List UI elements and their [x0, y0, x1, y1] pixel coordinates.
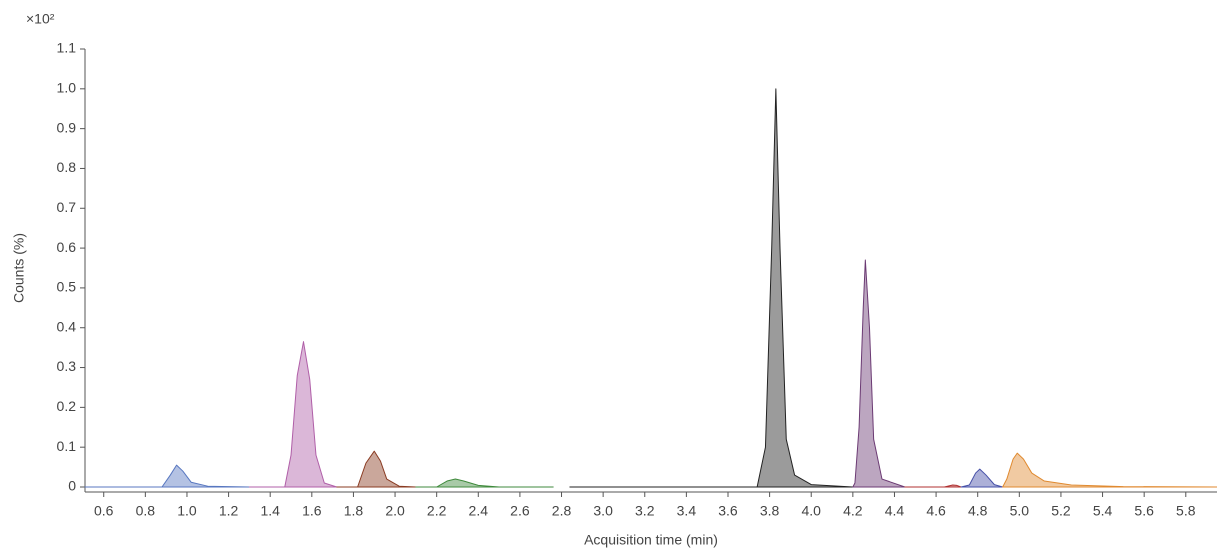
y-tick-label: 1.1 — [57, 40, 77, 56]
x-tick-label: 5.4 — [1093, 503, 1113, 519]
peak-area — [1002, 452, 1217, 488]
x-tick-label: 3.6 — [718, 503, 738, 519]
x-tick-label: 4.4 — [885, 503, 905, 519]
peak-area — [960, 468, 1004, 488]
x-tick-label: 4.6 — [926, 503, 946, 519]
y-tick-label: 0.4 — [57, 318, 77, 334]
y-tick-label: 0.5 — [57, 279, 77, 295]
x-tick-label: 5.2 — [1051, 503, 1071, 519]
peak-area — [852, 259, 906, 488]
x-tick-label: 2.4 — [469, 503, 489, 519]
y-multiplier: ×10² — [26, 11, 55, 27]
x-tick-label: 5.8 — [1176, 503, 1196, 519]
peak-area — [415, 478, 554, 488]
x-tick-label: 0.8 — [136, 503, 156, 519]
y-tick-label: 0.6 — [57, 239, 77, 255]
x-tick-label: 2.0 — [385, 503, 405, 519]
y-tick-label: 0.3 — [57, 358, 77, 374]
y-tick-label: 1.0 — [57, 80, 77, 96]
y-tick-label: 0.1 — [57, 438, 77, 454]
x-tick-label: 3.0 — [593, 503, 613, 519]
peak-area — [84, 464, 250, 488]
x-tick-label: 2.6 — [510, 503, 530, 519]
x-tick-label: 2.2 — [427, 503, 447, 519]
x-axis-title: Acquisition time (min) — [584, 532, 718, 548]
x-tick-label: 2.8 — [552, 503, 572, 519]
x-tick-label: 4.8 — [968, 503, 988, 519]
x-tick-label: 1.8 — [344, 503, 364, 519]
x-tick-label: 4.2 — [843, 503, 863, 519]
y-tick-label: 0.7 — [57, 199, 77, 215]
x-tick-label: 5.0 — [1010, 503, 1030, 519]
peak-area — [904, 484, 962, 488]
x-tick-label: 3.8 — [760, 503, 780, 519]
x-tick-label: 1.6 — [302, 503, 322, 519]
y-tick-label: 0.8 — [57, 159, 77, 175]
x-tick-label: 5.6 — [1134, 503, 1154, 519]
peak-area — [336, 450, 417, 488]
y-axis-title: Counts (%) — [11, 233, 27, 303]
peak-area — [248, 341, 338, 488]
y-tick-label: 0 — [68, 478, 76, 494]
y-tick-label: 0.2 — [57, 398, 77, 414]
x-tick-label: 4.0 — [801, 503, 821, 519]
x-tick-label: 0.6 — [94, 503, 114, 519]
y-tick-label: 0.9 — [57, 119, 77, 135]
x-tick-label: 1.0 — [177, 503, 197, 519]
x-tick-label: 3.4 — [677, 503, 697, 519]
peak-area — [569, 88, 854, 488]
x-tick-label: 1.2 — [219, 503, 239, 519]
x-tick-label: 3.2 — [635, 503, 655, 519]
x-tick-label: 1.4 — [260, 503, 280, 519]
